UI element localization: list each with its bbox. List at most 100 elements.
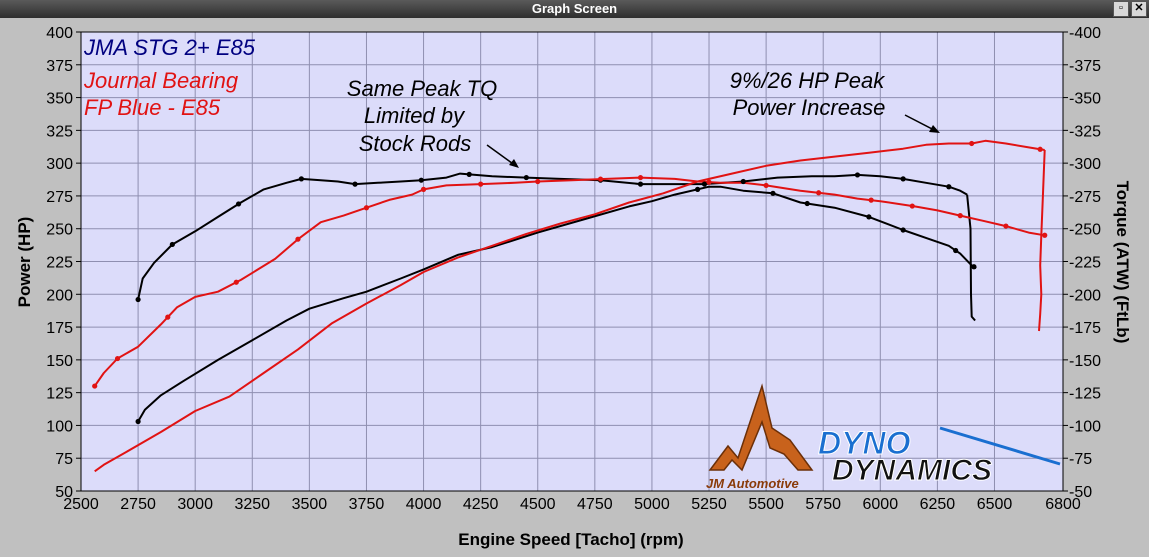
x-tick-label: 6000 [863, 496, 899, 513]
data-point [298, 176, 304, 182]
y-tick-label-right: -325 [1069, 123, 1101, 140]
x-tick-label: 3250 [234, 496, 270, 513]
x-tick-label: 5250 [691, 496, 727, 513]
data-point [135, 418, 141, 425]
data-point [740, 178, 746, 185]
annotation-line-1: 9%/26 HP Peak [730, 68, 885, 93]
data-point [868, 197, 874, 203]
y-tick-label-right: -175 [1069, 320, 1101, 337]
data-point [466, 171, 472, 177]
y-tick-label-left: 100 [46, 418, 73, 435]
data-point [535, 178, 541, 185]
y-tick-label-left: 275 [46, 189, 73, 206]
data-point [866, 214, 872, 220]
data-point [957, 213, 963, 219]
data-point [969, 140, 975, 147]
x-tick-label: 5750 [805, 496, 841, 513]
x-tick-label: 6800 [1045, 496, 1081, 513]
x-tick-label: 5500 [748, 496, 784, 513]
x-tick-label: 6500 [977, 496, 1013, 513]
data-point [418, 177, 424, 183]
y-tick-label-left: 125 [46, 386, 73, 403]
data-point [92, 383, 98, 389]
legend-entry-jma-stg2: JMA STG 2+ E85 [83, 35, 256, 60]
y-tick-label-left: 50 [55, 484, 73, 501]
x-tick-label: 3750 [349, 496, 385, 513]
y-tick-label-left: 225 [46, 255, 73, 272]
annotation-arrowhead [929, 125, 940, 133]
annotation-same-peak-tq: Same Peak TQ Limited by Stock Rods [347, 76, 519, 168]
data-point [233, 279, 239, 285]
x-tick-label: 3000 [177, 496, 213, 513]
y-axis-label-left: Power (HP) [15, 217, 34, 308]
y-tick-label-right: -250 [1069, 222, 1101, 239]
data-point [1037, 146, 1043, 152]
y-tick-label-left: 325 [46, 123, 73, 140]
y-tick-label-left: 150 [46, 353, 73, 370]
data-point [763, 182, 769, 189]
data-point [854, 172, 861, 178]
dyno-logo-bottom: DYNAMICS [832, 454, 992, 487]
data-point [235, 201, 242, 207]
dyno-dynamics-logo: DYNO DYNAMICS [818, 425, 1061, 488]
data-point [971, 264, 977, 270]
data-point [637, 174, 644, 181]
data-point [420, 186, 427, 192]
y-tick-label-right: -350 [1069, 91, 1101, 108]
data-point [953, 247, 959, 254]
data-point [946, 184, 952, 190]
data-point [701, 181, 708, 187]
data-point [363, 205, 370, 211]
data-point [695, 186, 701, 192]
legend-entry-journal-bearing: Journal Bearing [83, 68, 239, 93]
y-tick-label-left: 375 [46, 58, 73, 75]
data-point [804, 200, 810, 207]
annotation-peak-power-increase: 9%/26 HP Peak Power Increase [730, 68, 940, 133]
data-point [770, 190, 776, 196]
y-tick-label-right: -125 [1069, 386, 1101, 403]
data-point [352, 181, 358, 187]
jm-logo-text: JM Automotive [706, 476, 799, 491]
y-tick-label-left: 400 [46, 25, 73, 42]
x-tick-label: 2500 [63, 496, 99, 513]
y-tick-label-right: -400 [1069, 25, 1101, 42]
dyno-logo-swoosh [939, 426, 1061, 466]
y-tick-label-right: -275 [1069, 189, 1101, 206]
jm-logo-mark [708, 383, 814, 472]
data-point [114, 355, 121, 362]
series-line-red_torque [93, 176, 1045, 387]
dyno-logo-top: DYNO [818, 425, 911, 461]
data-point [706, 179, 712, 185]
y-tick-label-right: -100 [1069, 418, 1101, 435]
restore-button[interactable]: ▫ [1113, 1, 1129, 17]
annotation-line-2: Limited by [364, 103, 466, 128]
annotation-arrow [904, 114, 937, 132]
x-tick-label: 4250 [463, 496, 499, 513]
data-point [135, 296, 141, 303]
window-title: Graph Screen [531, 1, 618, 16]
y-tick-label-left: 200 [46, 287, 73, 304]
y-axis-label-right: Torque (ATW) (FtLb) [1113, 181, 1132, 344]
x-tick-label: 2750 [120, 496, 156, 513]
annotation-line-2: Power Increase [733, 95, 886, 120]
x-tick-label: 4000 [406, 496, 442, 513]
tick-labels: 2500 2750 3000 3250 3500 3750 4000 4250 4500 4750… [46, 25, 1101, 513]
series-line-red_drop [1038, 149, 1046, 332]
y-tick-label-right: -150 [1069, 353, 1101, 370]
y-tick-label-right: -50 [1069, 484, 1092, 501]
series-line-black_power [137, 185, 977, 422]
close-button[interactable]: ✕ [1131, 1, 1147, 17]
x-tick-label: 4750 [577, 496, 613, 513]
x-tick-label: 6250 [920, 496, 956, 513]
data-point [1042, 232, 1048, 238]
y-tick-label-left: 175 [46, 320, 73, 337]
data-point [1003, 223, 1009, 229]
x-tick-label: 3500 [292, 496, 328, 513]
data-point [909, 203, 915, 209]
data-point [295, 236, 301, 242]
y-tick-label-right: -75 [1069, 451, 1092, 468]
data-point [597, 176, 604, 182]
y-tick-label-left: 250 [46, 222, 73, 239]
y-tick-label-right: -200 [1069, 287, 1101, 304]
data-point [478, 181, 484, 187]
